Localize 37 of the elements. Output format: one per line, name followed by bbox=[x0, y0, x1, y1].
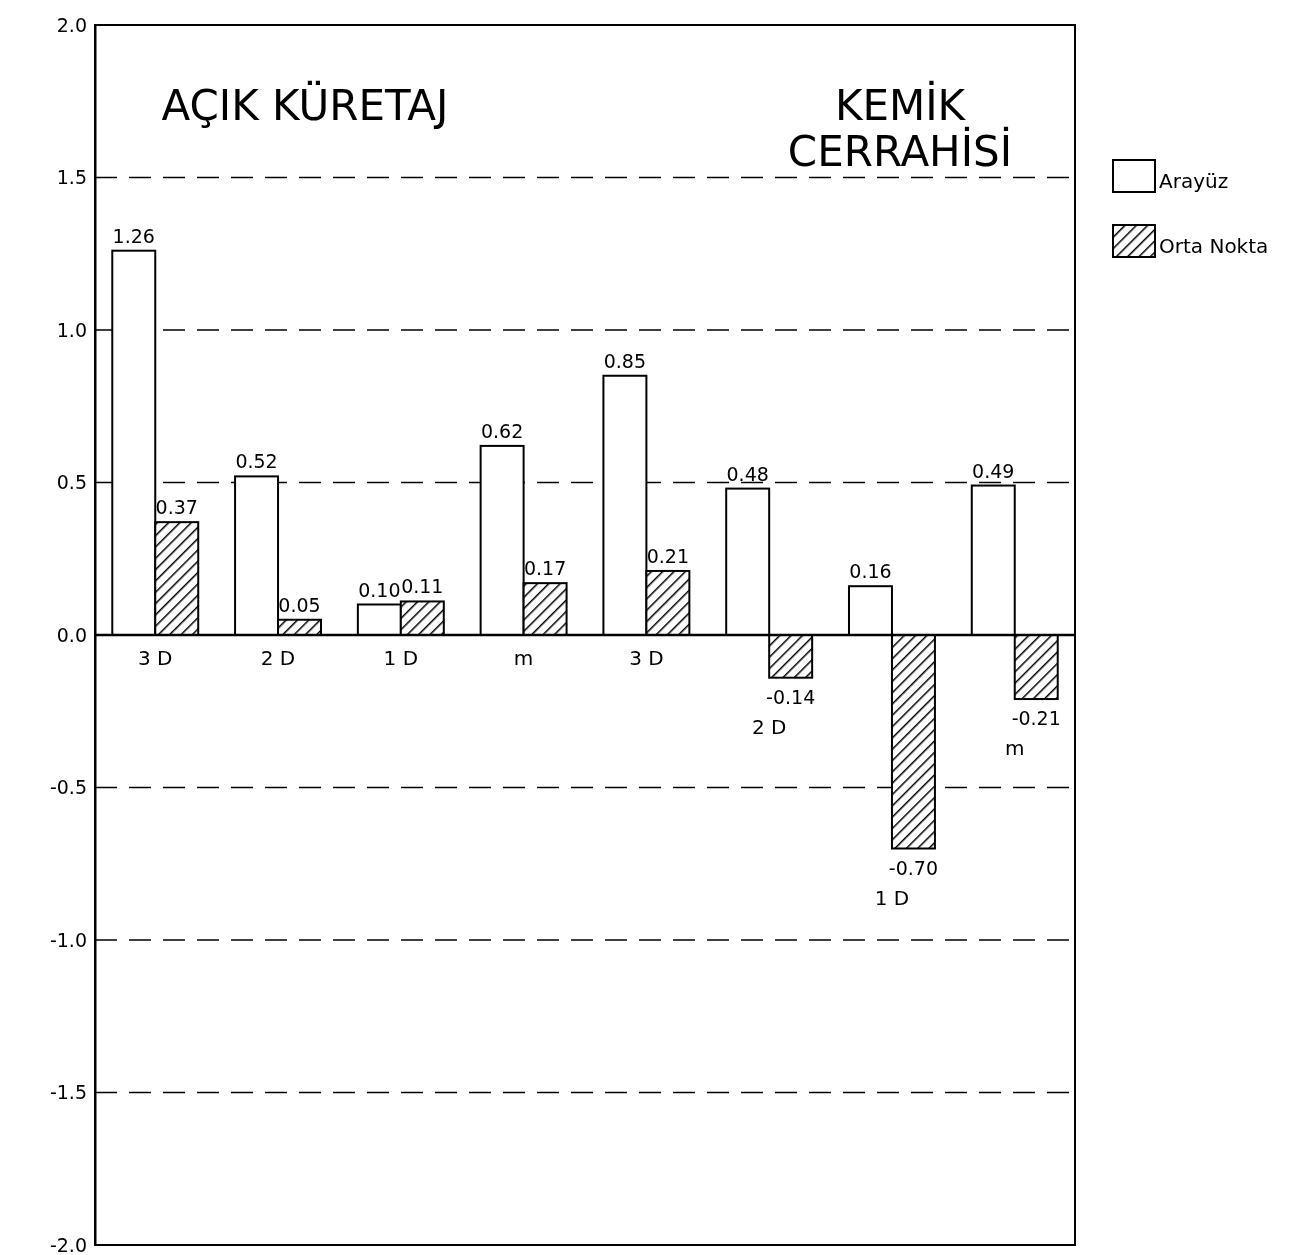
x-tick-label: 3 D bbox=[629, 646, 664, 670]
annotation: AÇIK KÜRETAJ bbox=[161, 80, 449, 130]
data-label: 0.48 bbox=[726, 462, 769, 485]
data-label: 0.17 bbox=[523, 557, 567, 580]
x-tick-label: m bbox=[1005, 736, 1025, 761]
data-label: 1.26 bbox=[112, 224, 155, 247]
x-tick-label: 1 D bbox=[383, 646, 419, 670]
y-tick-label: -1.5 bbox=[49, 1081, 87, 1104]
x-tick-label: m bbox=[513, 646, 534, 670]
y-tick-label: 1.5 bbox=[56, 166, 87, 189]
data-label: 0.11 bbox=[401, 575, 444, 598]
y-tick-label: 2.0 bbox=[56, 13, 87, 36]
data-label: 0.05 bbox=[278, 593, 321, 616]
y-tick-label: -2.0 bbox=[49, 1233, 87, 1255]
annotation: KEMİK CERRAHİSİ bbox=[787, 80, 1013, 176]
x-tick-label: 2 D bbox=[260, 646, 296, 670]
data-label: 0.16 bbox=[849, 560, 892, 583]
data-label: 0.21 bbox=[646, 544, 690, 567]
x-tick-label: 1 D bbox=[874, 885, 910, 910]
data-label: 0.49 bbox=[972, 459, 1015, 482]
data-label: 0.10 bbox=[358, 578, 401, 601]
data-label: 0.85 bbox=[603, 349, 647, 372]
legend-label: Orta Nokta bbox=[1159, 234, 1269, 258]
y-tick-label: 1.0 bbox=[56, 318, 87, 341]
y-tick-label: -1.0 bbox=[49, 928, 87, 951]
x-tick-label: 3 D bbox=[138, 646, 173, 670]
data-label: 0.62 bbox=[480, 419, 524, 442]
x-tick-label: 2 D bbox=[751, 714, 787, 739]
y-tick-label: 0.0 bbox=[56, 623, 87, 646]
data-label: -0.21 bbox=[1011, 707, 1061, 730]
data-label: 0.37 bbox=[155, 496, 198, 519]
y-tick-label: -0.5 bbox=[49, 776, 87, 799]
data-label: -0.14 bbox=[766, 685, 816, 708]
data-label: -0.70 bbox=[888, 856, 939, 879]
legend-label: Arayüz bbox=[1159, 169, 1229, 193]
y-tick-label: 0.5 bbox=[56, 471, 87, 494]
data-label: 0.52 bbox=[235, 450, 278, 473]
